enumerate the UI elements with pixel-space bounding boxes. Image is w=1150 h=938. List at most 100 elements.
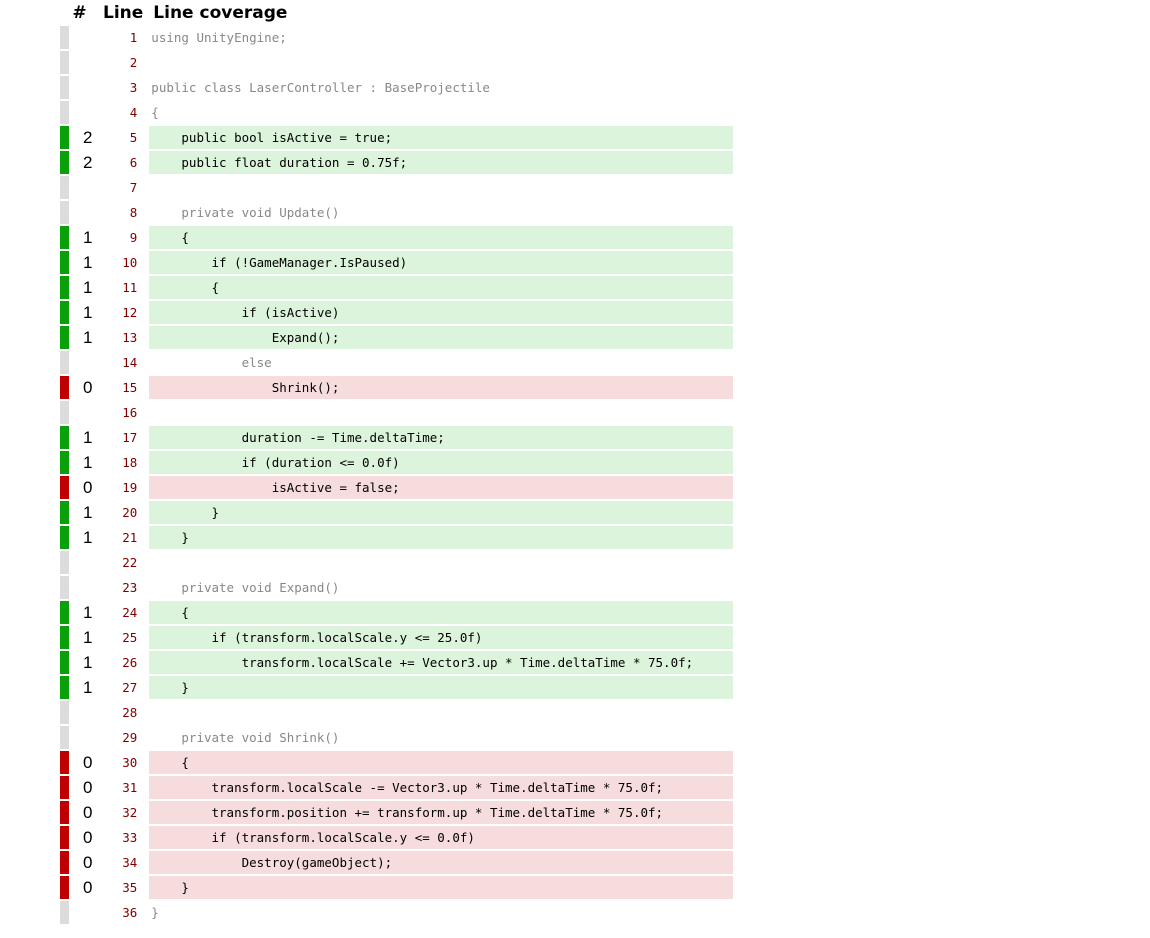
code-line-row: 28 [60,701,734,726]
line-number: 18 [99,451,150,476]
code-line-row: 14 else [60,351,734,376]
hit-count: 1 [69,601,99,626]
coverage-marker [60,626,69,651]
hit-count: 1 [69,326,99,351]
hit-count [69,51,99,76]
code-line-row: 0 19 isActive = false; [60,476,734,501]
line-number: 6 [99,151,150,176]
line-number: 23 [99,576,150,601]
hit-count [69,576,99,601]
coverage-marker [60,276,69,301]
coverage-marker [60,751,69,776]
coverage-marker [60,501,69,526]
source-code [149,176,734,201]
coverage-marker [60,776,69,801]
source-code: { [149,276,734,301]
source-code: transform.localScale -= Vector3.up * Tim… [149,776,734,801]
coverage-marker [60,176,69,201]
line-number: 28 [99,701,150,726]
coverage-marker [60,701,69,726]
source-code: public bool isActive = true; [149,126,734,151]
source-code: if (!GameManager.IsPaused) [149,251,734,276]
hit-count: 1 [69,501,99,526]
line-number: 27 [99,676,150,701]
code-line-row: 16 [60,401,734,426]
line-number: 17 [99,426,150,451]
source-code: { [149,101,734,126]
hit-count: 1 [69,451,99,476]
coverage-marker [60,526,69,551]
hit-count [69,726,99,751]
coverage-marker [60,151,69,176]
line-number: 2 [99,51,150,76]
source-code: if (transform.localScale.y <= 25.0f) [149,626,734,651]
line-number: 11 [99,276,150,301]
hit-count [69,401,99,426]
coverage-marker [60,351,69,376]
line-number: 34 [99,851,150,876]
coverage-marker [60,251,69,276]
code-line-row: 22 [60,551,734,576]
source-code: duration -= Time.deltaTime; [149,426,734,451]
coverage-marker [60,326,69,351]
code-line-row: 29 private void Shrink() [60,726,734,751]
code-line-row: 0 31 transform.localScale -= Vector3.up … [60,776,734,801]
line-number: 32 [99,801,150,826]
coverage-marker [60,226,69,251]
code-line-row: 3 public class LaserController : BasePro… [60,76,734,101]
line-number: 16 [99,401,150,426]
source-code: Destroy(gameObject); [149,851,734,876]
coverage-marker [60,101,69,126]
code-line-row: 1 11 { [60,276,734,301]
code-line-row: 1 17 duration -= Time.deltaTime; [60,426,734,451]
source-code: using UnityEngine; [149,26,734,51]
code-line-row: 1 20 } [60,501,734,526]
hit-count: 1 [69,676,99,701]
hit-count: 0 [69,751,99,776]
code-line-row: 2 6 public float duration = 0.75f; [60,151,734,176]
coverage-marker [60,201,69,226]
source-code: if (duration <= 0.0f) [149,451,734,476]
coverage-marker [60,601,69,626]
coverage-marker [60,376,69,401]
line-number: 33 [99,826,150,851]
line-number: 9 [99,226,150,251]
hit-count: 1 [69,226,99,251]
source-code: } [149,901,734,926]
code-line-row: 1 24 { [60,601,734,626]
code-line-row: 1 27 } [60,676,734,701]
source-code: } [149,676,734,701]
hit-count [69,76,99,101]
code-line-row: 0 32 transform.position += transform.up … [60,801,734,826]
line-number: 24 [99,601,150,626]
coverage-marker [60,876,69,901]
code-line-row: 2 5 public bool isActive = true; [60,126,734,151]
code-line-row: 0 33 if (transform.localScale.y <= 0.0f) [60,826,734,851]
source-code: isActive = false; [149,476,734,501]
code-line-row: 0 35 } [60,876,734,901]
hit-count [69,901,99,926]
line-number: 22 [99,551,150,576]
source-code: if (isActive) [149,301,734,326]
code-line-row: 0 15 Shrink(); [60,376,734,401]
code-line-row: 1 12 if (isActive) [60,301,734,326]
coverage-marker [60,401,69,426]
hit-count: 1 [69,251,99,276]
source-code: private void Update() [149,201,734,226]
hit-count: 1 [69,626,99,651]
coverage-marker [60,851,69,876]
code-line-row: 8 private void Update() [60,201,734,226]
header-line: Line [103,3,144,23]
coverage-marker [60,301,69,326]
hit-count: 1 [69,651,99,676]
source-code: } [149,501,734,526]
source-code [149,51,734,76]
coverage-marker [60,451,69,476]
hit-count: 2 [69,151,99,176]
line-number: 35 [99,876,150,901]
hit-count [69,551,99,576]
source-code: public float duration = 0.75f; [149,151,734,176]
source-code: public class LaserController : BaseProje… [149,76,734,101]
source-code: else [149,351,734,376]
coverage-marker [60,76,69,101]
